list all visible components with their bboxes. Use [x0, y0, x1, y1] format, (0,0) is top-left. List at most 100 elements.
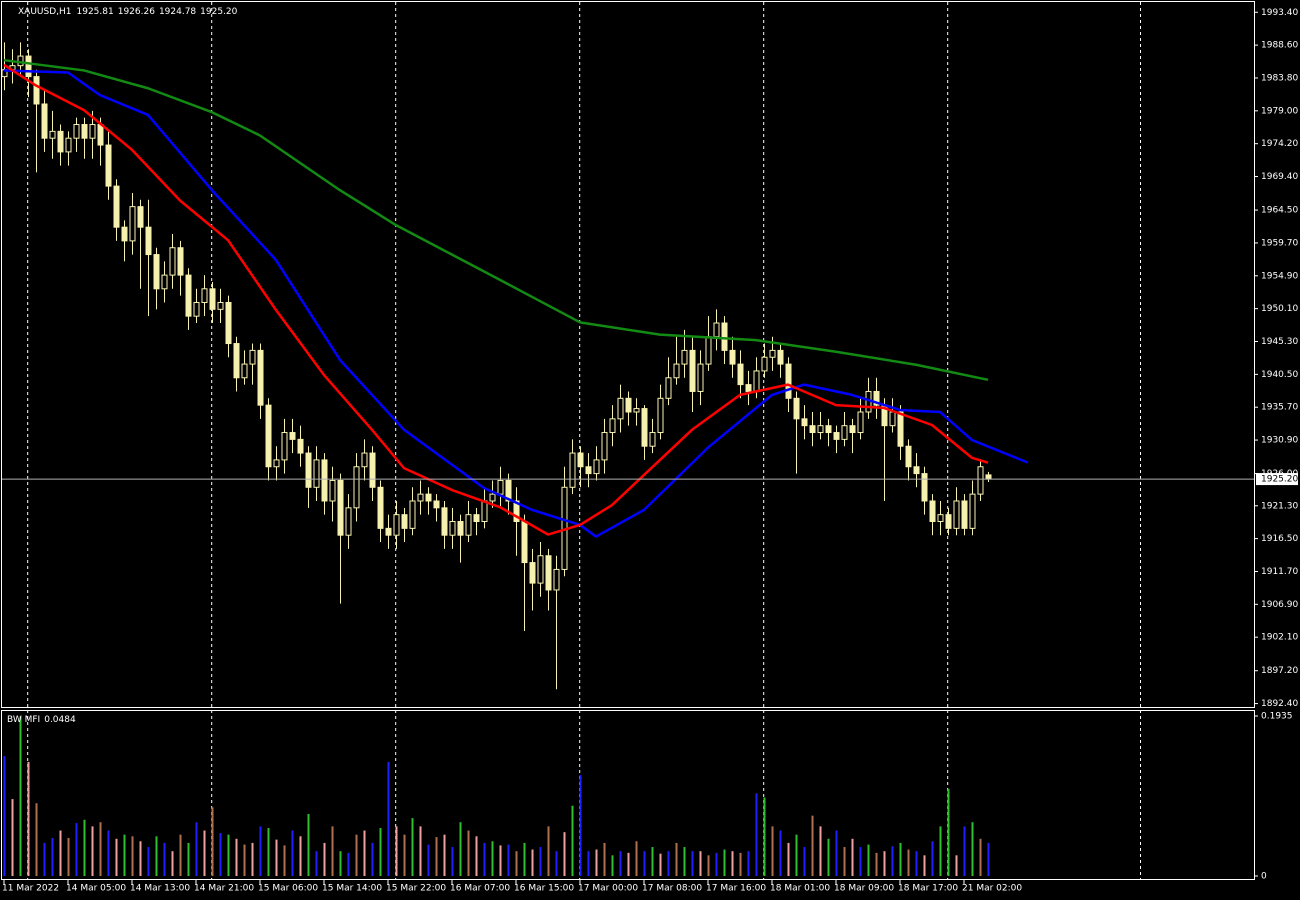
y-tick-label: 1916.50	[1261, 534, 1298, 544]
candle-body	[769, 349, 776, 358]
candle-body	[801, 418, 808, 427]
candle-body	[641, 408, 648, 447]
candle-body	[617, 397, 624, 420]
x-tick-label: 15 Mar 22:00	[386, 884, 446, 894]
candle-body	[257, 349, 264, 406]
candle-body	[737, 363, 744, 386]
moving-average	[3, 63, 989, 536]
y-tick-label: 1930.90	[1261, 436, 1298, 446]
candle-body	[841, 425, 848, 440]
candle-body	[857, 411, 864, 434]
candle-body	[281, 432, 288, 461]
x-tick-label: 17 Mar 08:00	[642, 884, 702, 894]
candle-body	[409, 500, 416, 529]
x-tick-label: 16 Mar 07:00	[450, 884, 510, 894]
x-tick-label: 15 Mar 06:00	[258, 884, 318, 894]
candle-body	[305, 452, 312, 488]
candle-body	[289, 432, 296, 440]
x-tick-label: 21 Mar 02:00	[962, 884, 1022, 894]
x-tick-label: 18 Mar 01:00	[770, 884, 830, 894]
y-tick-label: 1897.20	[1261, 666, 1298, 676]
candle-body	[113, 185, 120, 228]
x-tick-label: 14 Mar 05:00	[66, 884, 126, 894]
candle-body	[625, 397, 632, 413]
candle-body	[713, 322, 720, 338]
candle-body	[969, 493, 976, 529]
y-tick-label: 1935.70	[1261, 403, 1298, 413]
candle-body	[985, 474, 992, 480]
y-tick-label: 1959.70	[1261, 238, 1298, 248]
candle-body	[377, 486, 384, 529]
y-tick-label: 1954.90	[1261, 271, 1298, 281]
candle-body	[129, 206, 136, 242]
candle-body	[721, 322, 728, 351]
y-tick-label: 1988.60	[1261, 41, 1298, 51]
candle-body	[497, 479, 504, 495]
x-tick-label: 15 Mar 14:00	[322, 884, 382, 894]
axes: 1993.40 1988.60 1983.80 1979.00 1974.20 1969.…	[2, 8, 1298, 894]
candle-body	[217, 301, 224, 310]
x-tick-label: 11 Mar 2022	[2, 884, 59, 894]
y-tick-label: 1911.70	[1261, 567, 1298, 577]
symbol-header: XAUUSD,H1 1925.81 1926.26 1924.78 1925.20	[18, 7, 238, 17]
y-tick-label: 1964.50	[1261, 206, 1298, 216]
candle-body	[385, 527, 392, 536]
candle-body	[945, 514, 952, 529]
x-tick-label: 18 Mar 09:00	[834, 884, 894, 894]
mfi-frame	[1, 710, 1255, 880]
candle-body	[185, 274, 192, 317]
mfi-y-tick-label: 0.1935	[1261, 712, 1293, 722]
candle-body	[849, 425, 856, 434]
symbol: XAUUSD,H1	[18, 7, 72, 17]
candle-body	[953, 500, 960, 529]
y-tick-label: 1902.10	[1261, 633, 1298, 643]
candle-body	[545, 555, 552, 591]
candle-body	[793, 397, 800, 420]
y-tick-label: 1983.80	[1261, 73, 1298, 83]
candle-body	[369, 452, 376, 488]
candle-body	[33, 76, 40, 105]
quote-close: 1925.20	[200, 7, 237, 17]
mfi-header: BW MFI 0.0484	[7, 715, 76, 725]
candle-body	[25, 55, 32, 78]
candle-body	[313, 459, 320, 488]
candle-body	[473, 514, 480, 523]
candle-body	[601, 432, 608, 461]
candle-body	[729, 349, 736, 365]
mfi-title: BW MFI	[7, 715, 40, 725]
candle-body	[905, 445, 912, 468]
candle-body	[609, 418, 616, 434]
candle-body	[569, 452, 576, 488]
candle-body	[585, 466, 592, 475]
candle-body	[353, 466, 360, 509]
mfi-y-tick-label: 0	[1261, 872, 1267, 882]
candle-body	[65, 137, 72, 153]
candle-body	[273, 459, 280, 468]
candle-body	[761, 356, 768, 372]
x-tick-label: 16 Mar 15:00	[514, 884, 574, 894]
candle-body	[889, 411, 896, 427]
candle-body	[649, 432, 656, 447]
candle-body	[689, 349, 696, 392]
candle-body	[809, 425, 816, 434]
candle-body	[249, 349, 256, 365]
candle-body	[265, 404, 272, 468]
candle-body	[977, 466, 984, 495]
candle-body	[49, 130, 56, 139]
candle-body	[329, 479, 336, 502]
candle-body	[225, 301, 232, 345]
candle-body	[89, 124, 96, 139]
candle-body	[577, 452, 584, 468]
y-tick-label: 1892.40	[1261, 699, 1298, 709]
candle-body	[833, 432, 840, 440]
candle-body	[209, 288, 216, 310]
candle-body	[337, 479, 344, 536]
candle-body	[201, 288, 208, 303]
candle-body	[241, 363, 248, 379]
y-tick-label: 1906.90	[1261, 600, 1298, 610]
y-tick-label: 1945.30	[1261, 337, 1298, 347]
mfi-value: 0.0484	[44, 715, 76, 725]
quote-high: 1926.26	[118, 7, 155, 17]
